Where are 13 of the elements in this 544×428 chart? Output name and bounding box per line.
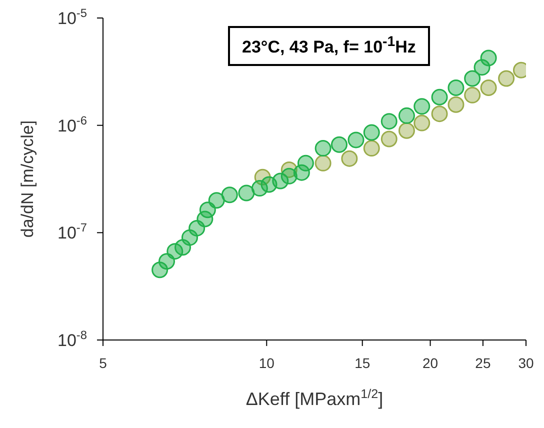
y-tick-label: 10$^{-7}$: [58, 220, 88, 243]
x-tick-label: 25: [475, 355, 491, 371]
y-tick-label: 10$^{-8}$: [58, 328, 88, 350]
annotation: 23°C, 43 Pa, f= 10$^{-1}$Hz: [228, 26, 430, 66]
x-tick-label: 5: [99, 355, 108, 371]
y-tick-label: 10$^{-6}$: [58, 113, 88, 136]
y-axis-title: da/dN [m/cycle]: [18, 120, 37, 238]
x-tick-label: 20: [422, 355, 438, 371]
x-axis-title: ΔKeff [MPaxm$^{1/2}$]: [246, 387, 384, 409]
x-tick-label: 10: [258, 355, 275, 371]
y-tick-label: 10$^{-5}$: [58, 6, 88, 28]
x-tick-label: 15: [354, 355, 370, 371]
x-tick-label: 30: [518, 355, 534, 371]
